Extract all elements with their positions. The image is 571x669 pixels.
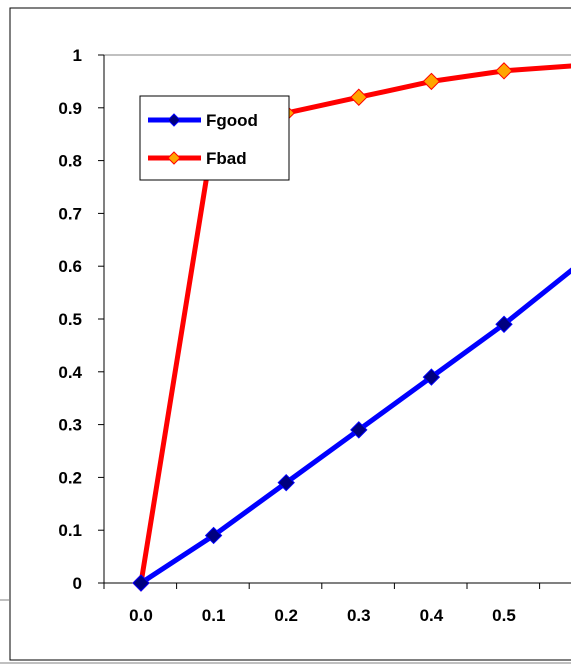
x-tick-label: 0.0	[129, 606, 153, 625]
legend-label-fbad: Fbad	[206, 149, 247, 168]
y-tick-label: 0.1	[58, 521, 82, 540]
y-tick-label: 0.7	[58, 204, 82, 223]
data-point-fgood	[495, 315, 513, 333]
y-tick-label: 0.8	[58, 152, 82, 171]
series-layer	[132, 62, 571, 592]
y-tick-label: 0.4	[58, 363, 82, 382]
data-point-fgood	[132, 574, 150, 592]
x-tick-label: 0.5	[492, 606, 516, 625]
legend-marker-fgood	[167, 113, 181, 127]
data-point-fgood	[204, 526, 223, 545]
data-point-fbad	[422, 72, 441, 91]
y-tick-label: 0.2	[58, 468, 82, 487]
y-tick-label: 0.9	[58, 99, 82, 118]
y-tick-label: 0	[73, 574, 82, 593]
data-point-fgood	[422, 368, 441, 386]
data-point-fgood	[350, 421, 368, 439]
data-point-fgood	[277, 473, 295, 492]
y-tick-label: 1	[73, 46, 82, 65]
legend: Fgood Fbad	[139, 95, 290, 181]
data-point-fbad	[350, 88, 368, 106]
legend-box	[139, 95, 290, 181]
legend-label-fgood: Fgood	[206, 111, 258, 130]
legend-marker-fbad	[167, 151, 181, 165]
y-tick-label: 0.3	[58, 416, 82, 435]
y-tick-label: 0.6	[58, 257, 82, 276]
x-tick-label: 0.2	[274, 606, 298, 625]
data-point-fbad	[495, 62, 513, 80]
x-tick-label: 0.3	[347, 606, 371, 625]
y-tick-label: 0.5	[58, 310, 82, 329]
x-tick-label: 0.1	[202, 606, 226, 625]
axes: 0 0.1 0.2 0.3 0.4 0.5 0.6 0.7 0.8 0.9 1 0.0 0.1 0.2 0.…	[58, 46, 571, 625]
x-tick-label: 0.4	[420, 606, 444, 625]
